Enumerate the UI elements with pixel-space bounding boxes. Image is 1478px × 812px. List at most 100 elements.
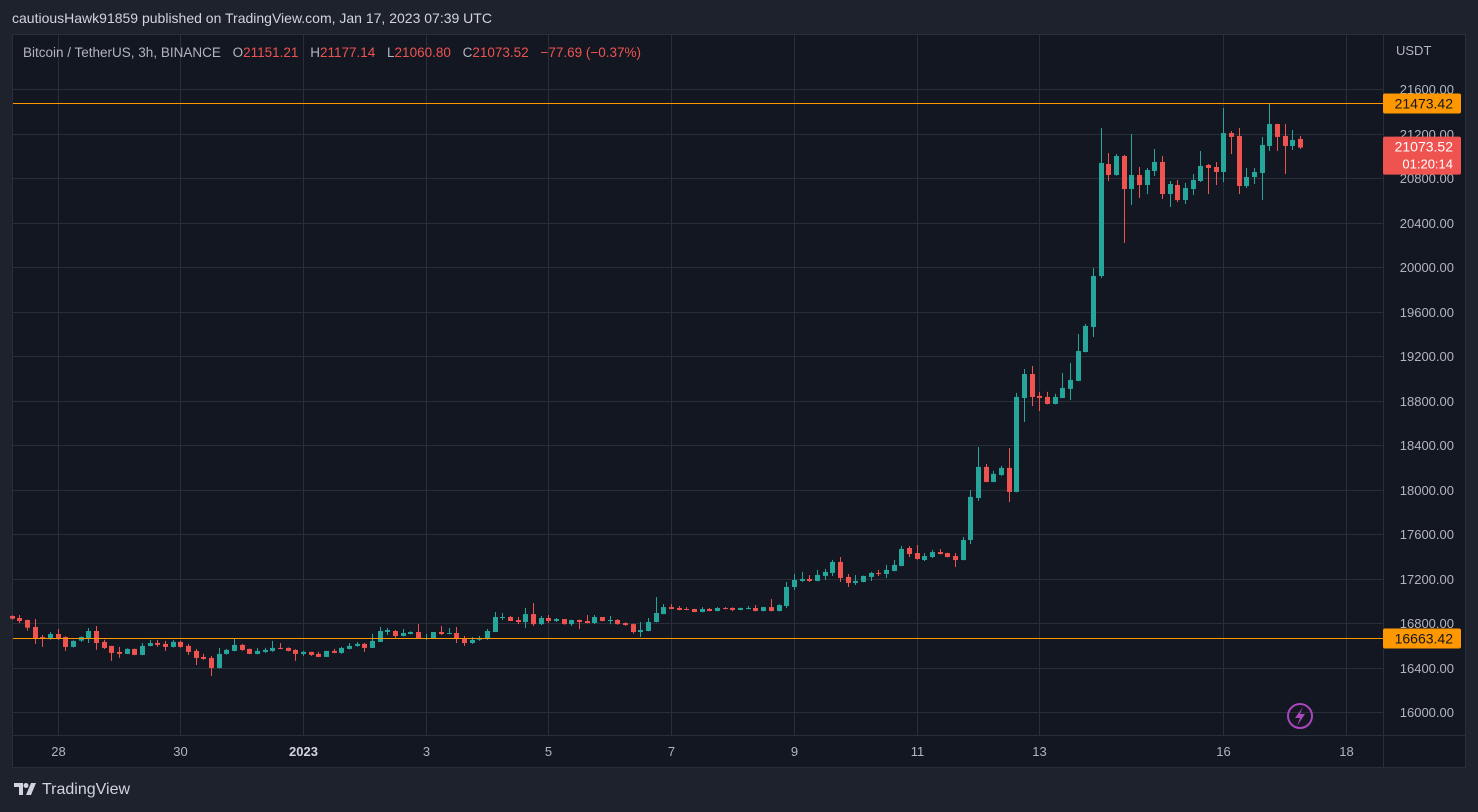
candle-body	[178, 641, 183, 647]
candle-up	[1267, 103, 1272, 151]
time-tick-label: 7	[668, 744, 675, 759]
candle-down	[1160, 155, 1165, 200]
candle-up	[654, 597, 659, 623]
price-tick-label: 20000.00	[1400, 260, 1454, 275]
candle-up	[1221, 108, 1226, 183]
candle-up	[232, 638, 237, 652]
candle-up	[715, 607, 720, 612]
candle-down	[585, 614, 590, 624]
tradingview-logo[interactable]: TradingView	[14, 781, 130, 799]
candle-body	[56, 634, 61, 639]
candle-body	[769, 607, 774, 611]
candle-up	[892, 559, 897, 572]
price-tick-label: 19200.00	[1400, 349, 1454, 364]
price-tick-label: 16800.00	[1400, 616, 1454, 631]
candle-body	[677, 607, 682, 610]
candle-body	[94, 631, 99, 644]
time-tick-label: 16	[1216, 744, 1230, 759]
candle-up	[746, 605, 751, 610]
candle-up	[148, 639, 153, 647]
candle-up	[485, 629, 490, 640]
candle-body	[700, 608, 705, 612]
candle-down	[462, 636, 467, 646]
candle-body	[523, 614, 528, 622]
candle-up	[991, 470, 996, 483]
candle-down	[155, 639, 160, 647]
candle-down	[838, 557, 843, 582]
candle-body	[638, 630, 643, 633]
candle-body	[1290, 139, 1295, 146]
candle-body	[899, 548, 904, 566]
symbol-title[interactable]: Bitcoin / TetherUS, 3h, BINANCE	[23, 45, 221, 60]
candle-body	[730, 607, 735, 610]
candle-up	[869, 571, 874, 581]
candle-body	[838, 561, 843, 578]
candle-up	[263, 647, 268, 654]
candle-body	[846, 576, 851, 583]
price-tick-label: 17600.00	[1400, 527, 1454, 542]
candle-body	[1060, 387, 1065, 398]
time-tick-label: 5	[545, 744, 552, 759]
candle-body	[1214, 166, 1219, 172]
candle-body	[1183, 188, 1188, 201]
candle-up	[1198, 150, 1203, 183]
candle-body	[761, 607, 766, 611]
candle-body	[255, 650, 260, 654]
candle-up	[324, 650, 329, 657]
time-tick-label: 18	[1339, 744, 1353, 759]
close-value: 21073.52	[472, 45, 529, 60]
horizontal-line-price-tag	[1383, 628, 1461, 649]
chart-legend: Bitcoin / TetherUS, 3h, BINANCE O21151.2…	[23, 45, 641, 60]
candle-up	[999, 465, 1004, 476]
candle-up	[401, 629, 406, 637]
candle-body	[25, 619, 30, 628]
candle-up	[86, 628, 91, 644]
candle-body	[608, 619, 613, 621]
candle-body	[807, 578, 812, 581]
candle-body	[286, 647, 291, 651]
candle-body	[263, 649, 268, 652]
candle-down	[938, 549, 943, 555]
candle-body	[86, 631, 91, 639]
candle-body	[401, 633, 406, 637]
price-tick-label: 18400.00	[1400, 438, 1454, 453]
lightning-icon[interactable]	[1287, 703, 1313, 729]
candle-body	[125, 648, 130, 654]
horizontal-lines[interactable]	[13, 103, 1383, 639]
candle-up	[930, 550, 935, 559]
candle-body	[738, 607, 743, 610]
candle-up	[700, 607, 705, 613]
candle-body	[408, 632, 413, 635]
grid	[13, 35, 1383, 735]
candle-body	[462, 639, 467, 644]
candle-down	[907, 546, 912, 558]
time-axis[interactable]	[13, 736, 1383, 767]
candle-up	[1290, 130, 1295, 150]
candle-body	[945, 553, 950, 558]
candle-up	[493, 611, 498, 633]
candle-body	[623, 623, 628, 626]
candle-body	[10, 615, 15, 619]
candle-down	[531, 602, 536, 627]
candle-body	[339, 647, 344, 653]
candle-up	[355, 641, 360, 647]
candle-body	[1106, 163, 1111, 175]
candle-down	[1030, 366, 1035, 406]
candle-down	[102, 639, 107, 650]
candle-down	[577, 619, 582, 630]
candle-body	[684, 608, 689, 610]
candle-body	[930, 552, 935, 558]
candle-body	[961, 540, 966, 561]
candle-body	[746, 607, 751, 609]
high-value: 21177.14	[319, 45, 376, 60]
price-tick-label: 21600.00	[1400, 82, 1454, 97]
candle-body	[431, 632, 436, 640]
candle-up	[1252, 167, 1257, 185]
candle-down	[807, 574, 812, 582]
candle-body	[1091, 276, 1096, 327]
candle-body	[324, 650, 329, 657]
candle-body	[378, 631, 383, 642]
candle-down	[286, 647, 291, 652]
candle-body	[585, 620, 590, 623]
